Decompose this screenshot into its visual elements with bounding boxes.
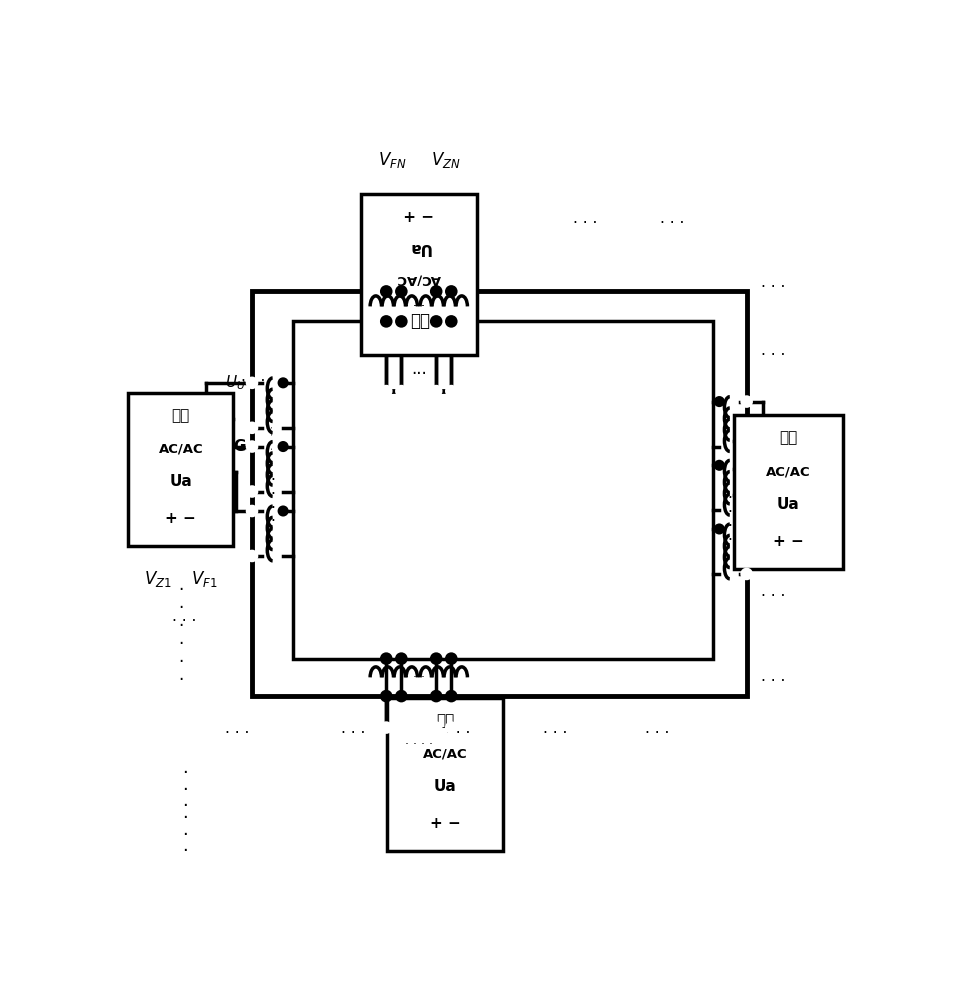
Circle shape <box>381 722 392 733</box>
Text: 级联: 级联 <box>436 713 454 728</box>
Text: · · ·: · · · <box>341 726 366 741</box>
Circle shape <box>247 378 257 388</box>
Circle shape <box>715 397 723 406</box>
Circle shape <box>431 386 442 396</box>
Text: 级联: 级联 <box>172 408 190 423</box>
Text: + −: + − <box>773 534 804 549</box>
Text: AC/AC: AC/AC <box>423 748 467 761</box>
Text: − +: − + <box>403 207 434 222</box>
Text: · · ·: · · · <box>241 374 265 389</box>
Text: Ua: Ua <box>777 497 800 512</box>
Circle shape <box>742 441 752 452</box>
Circle shape <box>742 396 752 407</box>
FancyBboxPatch shape <box>734 415 842 569</box>
Text: G: G <box>233 439 246 454</box>
Circle shape <box>278 506 287 515</box>
Text: ·
·
·: · · · <box>178 581 184 635</box>
Circle shape <box>446 386 456 396</box>
Text: + −: + − <box>429 816 460 831</box>
Circle shape <box>446 316 456 327</box>
Text: Ua: Ua <box>433 779 456 794</box>
Circle shape <box>396 316 406 327</box>
Text: · · ·: · · · <box>543 726 568 741</box>
Text: ···: ··· <box>411 365 426 383</box>
Circle shape <box>742 505 752 515</box>
Text: $V_{FN}$: $V_{FN}$ <box>378 150 406 170</box>
Text: · · · ·: · · · · <box>405 300 433 313</box>
Text: AC/AC: AC/AC <box>396 273 441 286</box>
Circle shape <box>715 524 723 533</box>
Text: · · ·: · · · <box>446 726 470 741</box>
FancyBboxPatch shape <box>387 698 503 851</box>
Text: · · ·: · · · <box>761 280 785 295</box>
Circle shape <box>396 286 406 297</box>
Circle shape <box>381 691 392 701</box>
Circle shape <box>431 653 442 664</box>
Circle shape <box>742 569 752 579</box>
Text: · · ·: · · · <box>573 216 598 231</box>
FancyBboxPatch shape <box>293 321 713 659</box>
Circle shape <box>431 691 442 701</box>
Text: · · ·: · · · <box>172 614 196 629</box>
Text: $V_{Z1}$: $V_{Z1}$ <box>144 569 171 589</box>
Circle shape <box>431 316 442 327</box>
Circle shape <box>381 386 392 396</box>
Circle shape <box>381 653 392 664</box>
Text: $U_U$: $U_U$ <box>225 373 246 392</box>
Circle shape <box>247 423 257 433</box>
Text: ·
·
·
·: · · · · <box>727 491 732 548</box>
Circle shape <box>446 286 456 297</box>
FancyBboxPatch shape <box>129 393 233 546</box>
Text: ·
·
·: · · · <box>182 764 188 815</box>
Text: + −: + − <box>165 511 196 526</box>
Circle shape <box>742 524 752 534</box>
Text: · · ·: · · · <box>659 216 684 231</box>
Text: ·
·
·
·: · · · · <box>270 473 275 529</box>
Text: · · · ·: · · · · <box>268 425 278 450</box>
Circle shape <box>247 441 257 452</box>
Text: Ua: Ua <box>407 240 430 255</box>
FancyBboxPatch shape <box>252 291 747 696</box>
Circle shape <box>278 378 287 387</box>
Circle shape <box>278 442 287 451</box>
Circle shape <box>431 286 442 297</box>
Text: · · ·: · · · <box>761 348 785 363</box>
Text: · · ·: · · · <box>761 674 785 689</box>
Text: $V_{ZN}$: $V_{ZN}$ <box>430 150 460 170</box>
Text: 级联: 级联 <box>409 311 428 329</box>
Circle shape <box>431 722 442 733</box>
Text: AC/AC: AC/AC <box>159 443 203 456</box>
Circle shape <box>247 551 257 561</box>
Circle shape <box>446 722 456 733</box>
Circle shape <box>247 506 257 516</box>
Text: · · ·: · · · <box>225 726 249 741</box>
Circle shape <box>396 722 406 733</box>
Circle shape <box>381 316 392 327</box>
Text: 级联: 级联 <box>779 431 798 446</box>
Text: · · · ·: · · · · <box>405 300 433 313</box>
Circle shape <box>396 691 406 701</box>
Circle shape <box>715 461 723 470</box>
Circle shape <box>396 653 406 664</box>
Text: · · ·: · · · <box>761 589 785 604</box>
Text: · · ·: · · · <box>645 726 669 741</box>
Circle shape <box>446 653 456 664</box>
Text: ·
·
·: · · · <box>178 635 184 689</box>
Circle shape <box>446 691 456 701</box>
Text: $V_{F1}$: $V_{F1}$ <box>190 569 218 589</box>
Circle shape <box>742 460 752 471</box>
Text: ·
·
·: · · · <box>182 809 188 860</box>
Text: · · · ·: · · · · <box>405 671 433 684</box>
Circle shape <box>247 486 257 497</box>
Text: Ua: Ua <box>169 474 192 489</box>
Circle shape <box>396 386 406 396</box>
Text: AC/AC: AC/AC <box>766 465 810 478</box>
FancyBboxPatch shape <box>361 194 477 355</box>
Circle shape <box>381 286 392 297</box>
Text: · · · ·: · · · · <box>405 738 433 751</box>
